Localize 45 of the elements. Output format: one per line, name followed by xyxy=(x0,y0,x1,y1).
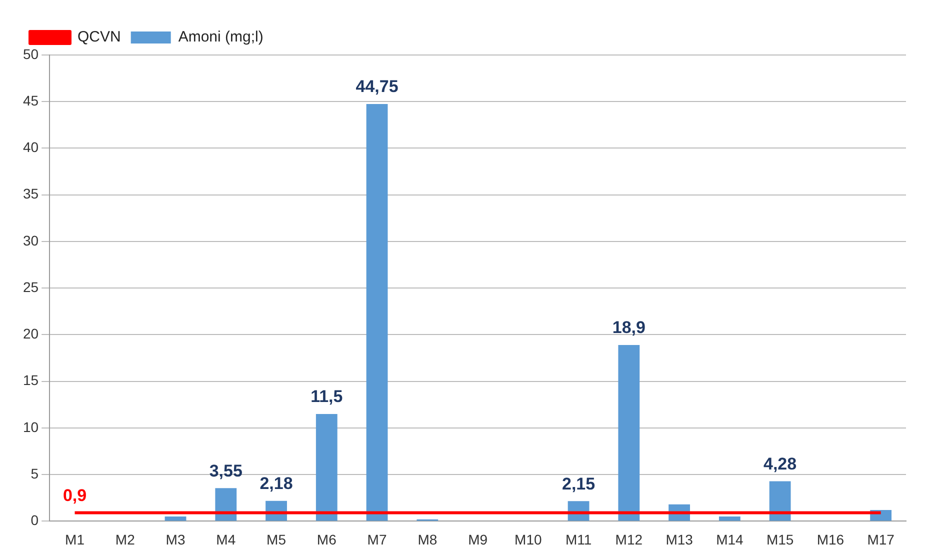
bar xyxy=(316,414,338,521)
x-tick-label: M8 xyxy=(418,531,438,548)
y-tick-label: 35 xyxy=(22,186,39,202)
x-tick-label: M13 xyxy=(666,531,694,548)
x-tick-label: M12 xyxy=(615,531,643,548)
x-tick-label: M16 xyxy=(816,531,844,548)
bar xyxy=(215,488,237,521)
x-tick-label: M2 xyxy=(115,531,136,548)
data-label: 3,55 xyxy=(209,461,242,480)
x-tick-label: M17 xyxy=(867,531,895,548)
data-label: 4,28 xyxy=(764,454,797,474)
y-tick-label: 45 xyxy=(22,92,39,108)
y-tick-label: 50 xyxy=(22,46,39,62)
y-tick-label: 10 xyxy=(22,418,39,435)
x-tick-label: M11 xyxy=(565,531,592,548)
x-tick-label: M7 xyxy=(367,531,387,548)
data-label: 0,9 xyxy=(62,486,87,505)
y-tick-label: 15 xyxy=(22,372,39,388)
bar xyxy=(769,481,791,521)
x-tick-label: M15 xyxy=(766,531,794,548)
data-label: 11,5 xyxy=(310,387,343,406)
x-tick-label: M5 xyxy=(266,531,286,548)
legend-label: Amoni (mg;l) xyxy=(178,28,264,46)
x-tick-label: M4 xyxy=(216,531,236,548)
bar xyxy=(366,104,388,521)
data-label: 2,15 xyxy=(562,474,596,494)
y-tick-label: 40 xyxy=(22,139,39,156)
y-tick-label: 5 xyxy=(30,465,39,482)
data-label: 44,75 xyxy=(356,77,398,96)
data-label: 2,18 xyxy=(260,474,293,494)
x-tick-label: M3 xyxy=(166,531,186,548)
bar xyxy=(618,344,640,521)
legend-label: QCVN xyxy=(78,28,121,46)
y-tick-label: 20 xyxy=(22,326,39,342)
y-tick-label: 0 xyxy=(30,512,39,528)
x-tick-label: M10 xyxy=(514,531,542,548)
y-tick-label: 30 xyxy=(22,232,39,248)
bar xyxy=(718,516,740,521)
bar xyxy=(164,516,186,521)
x-tick-label: M6 xyxy=(316,531,337,548)
x-tick-label: M1 xyxy=(65,531,85,548)
y-tick-label: 25 xyxy=(22,278,39,295)
x-tick-label: M14 xyxy=(716,531,744,548)
x-tick-label: M9 xyxy=(468,531,488,548)
data-label: 18,9 xyxy=(612,318,646,338)
